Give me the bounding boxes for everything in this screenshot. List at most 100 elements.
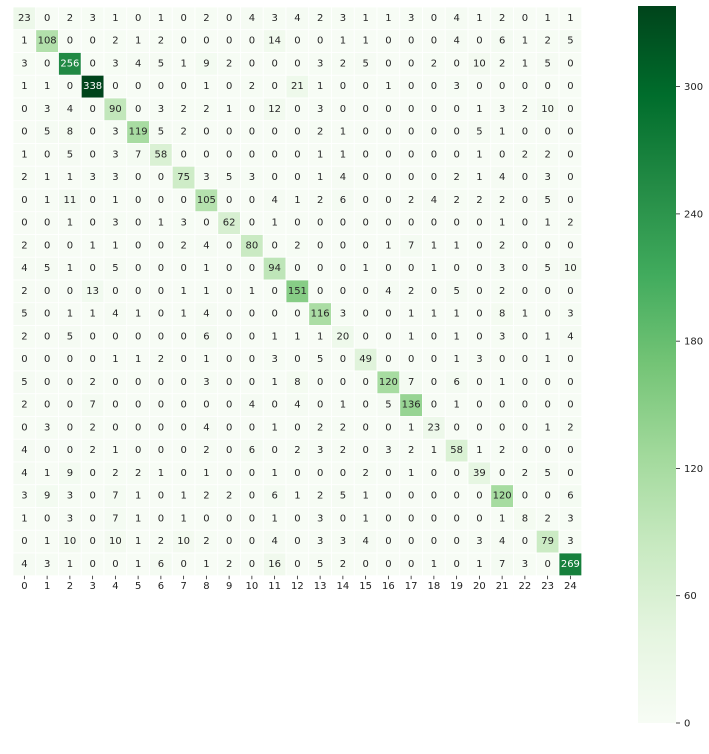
cell-value-label-r21-c14: 5	[340, 491, 346, 502]
cell-value-label-r22-c24: 3	[567, 513, 573, 524]
cell-value-label-r9-c8: 0	[203, 218, 209, 229]
cell-value-label-r11-c3: 0	[89, 263, 95, 274]
cell-value-label-r20-c12: 0	[294, 468, 300, 479]
cell-value-label-r18-c23: 1	[544, 422, 550, 433]
cell-value-label-r19-c8: 2	[203, 445, 209, 456]
cell-value-label-r16-c19: 6	[453, 377, 459, 388]
cell-value-label-r3-c8: 1	[203, 81, 209, 92]
cell-value-label-r19-c10: 6	[249, 445, 255, 456]
cell-value-label-r7-c20: 1	[476, 172, 482, 183]
cell-value-label-r6-c6: 58	[155, 149, 168, 160]
cell-value-label-r15-c16: 0	[385, 354, 391, 365]
cell-value-label-r7-c18: 0	[431, 172, 437, 183]
cell-value-label-r19-c1: 0	[44, 445, 50, 456]
cell-value-label-r22-c4: 7	[112, 513, 118, 524]
cell-value-label-r17-c12: 4	[294, 400, 300, 411]
x-tick-label-23: 23	[541, 581, 554, 592]
cell-value-label-r9-c21: 1	[499, 218, 505, 229]
cell-value-label-r7-c21: 4	[499, 172, 505, 183]
cell-value-label-r5-c8: 0	[203, 127, 209, 138]
cell-value-label-r6-c23: 2	[544, 149, 550, 160]
cell-value-label-r15-c17: 0	[408, 354, 414, 365]
cell-value-label-r6-c7: 0	[180, 149, 186, 160]
cell-value-label-r13-c3: 1	[89, 309, 95, 320]
cell-value-label-r7-c7: 75	[177, 172, 190, 183]
cell-value-label-r1-c17: 0	[408, 36, 414, 47]
cell-value-label-r21-c24: 6	[567, 491, 573, 502]
cell-value-label-r7-c4: 3	[112, 172, 118, 183]
cell-value-label-r12-c21: 2	[499, 286, 505, 297]
cell-value-label-r7-c8: 3	[203, 172, 209, 183]
cell-value-label-r11-c14: 0	[340, 263, 346, 274]
cell-value-label-r20-c13: 0	[317, 468, 323, 479]
cell-value-label-r5-c17: 0	[408, 127, 414, 138]
cell-value-label-r8-c22: 0	[522, 195, 528, 206]
cell-value-label-r13-c1: 0	[44, 309, 50, 320]
cell-value-label-r14-c15: 0	[362, 331, 368, 342]
cell-value-label-r24-c9: 2	[226, 559, 232, 570]
x-tick-label-15: 15	[359, 581, 372, 592]
x-tick-label-11: 11	[268, 581, 281, 592]
cell-value-label-r9-c1: 0	[44, 218, 50, 229]
cell-value-label-r13-c6: 0	[158, 309, 164, 320]
cell-value-label-r1-c21: 6	[499, 36, 505, 47]
cell-value-label-r3-c4: 0	[112, 81, 118, 92]
cell-value-label-r24-c0: 4	[21, 559, 27, 570]
cell-value-label-r2-c0: 3	[21, 58, 27, 69]
cell-value-label-r19-c14: 2	[340, 445, 346, 456]
cell-value-label-r19-c16: 3	[385, 445, 391, 456]
cell-value-label-r7-c14: 4	[340, 172, 346, 183]
cell-value-label-r12-c9: 0	[226, 286, 232, 297]
cell-value-label-r0-c4: 1	[112, 13, 118, 24]
cell-value-label-r19-c20: 1	[476, 445, 482, 456]
cell-value-label-r13-c2: 1	[67, 309, 73, 320]
cell-value-label-r23-c6: 2	[158, 536, 164, 547]
cell-value-label-r0-c15: 1	[362, 13, 368, 24]
cell-value-label-r15-c0: 0	[21, 354, 27, 365]
cell-value-label-r24-c11: 16	[268, 559, 281, 570]
cell-value-label-r7-c9: 5	[226, 172, 232, 183]
cell-value-label-r24-c18: 1	[431, 559, 437, 570]
cell-value-label-r15-c24: 0	[567, 354, 573, 365]
cell-value-label-r10-c13: 0	[317, 240, 323, 251]
cell-value-label-r24-c22: 3	[522, 559, 528, 570]
cell-value-label-r10-c12: 2	[294, 240, 300, 251]
cell-value-label-r23-c18: 0	[431, 536, 437, 547]
cell-value-label-r7-c23: 3	[544, 172, 550, 183]
cell-value-label-r18-c13: 2	[317, 422, 323, 433]
cell-value-label-r18-c9: 0	[226, 422, 232, 433]
cell-value-label-r18-c16: 0	[385, 422, 391, 433]
cell-value-label-r5-c4: 3	[112, 127, 118, 138]
cell-value-label-r17-c16: 5	[385, 400, 391, 411]
cell-value-label-r17-c9: 0	[226, 400, 232, 411]
cell-value-label-r16-c17: 7	[408, 377, 414, 388]
cell-value-label-r3-c3: 338	[83, 81, 102, 92]
cell-value-label-r8-c11: 4	[271, 195, 277, 206]
cell-value-label-r10-c24: 0	[567, 240, 573, 251]
cell-value-label-r20-c5: 2	[135, 468, 141, 479]
cell-value-label-r6-c14: 1	[340, 149, 346, 160]
cell-value-label-r7-c0: 2	[21, 172, 27, 183]
cell-value-label-r20-c1: 1	[44, 468, 50, 479]
cell-value-label-r16-c22: 0	[522, 377, 528, 388]
x-axis-ticks: 0 1 2 3 4 5 6 7 8 9 10 11 12 13 14 15 16 17 18 19 20 21 22 23 24	[21, 575, 577, 592]
cell-value-label-r5-c13: 2	[317, 127, 323, 138]
cell-value-label-r21-c22: 0	[522, 491, 528, 502]
x-tick-label-9: 9	[226, 581, 232, 592]
cell-value-label-r9-c9: 62	[223, 218, 236, 229]
cell-value-label-r24-c10: 0	[249, 559, 255, 570]
cell-value-label-r10-c23: 0	[544, 240, 550, 251]
x-tick-label-18: 18	[428, 581, 441, 592]
cell-value-label-r20-c20: 39	[473, 468, 486, 479]
cell-value-label-r11-c9: 0	[226, 263, 232, 274]
x-tick-label-19: 19	[450, 581, 463, 592]
cell-value-label-r22-c2: 3	[67, 513, 73, 524]
cell-value-label-r4-c15: 0	[362, 104, 368, 115]
cell-value-label-r10-c2: 0	[67, 240, 73, 251]
cell-value-label-r3-c11: 0	[271, 81, 277, 92]
cell-value-label-r1-c13: 0	[317, 36, 323, 47]
cell-value-label-r8-c6: 0	[158, 195, 164, 206]
cell-value-label-r18-c5: 0	[135, 422, 141, 433]
cell-value-label-r12-c11: 0	[271, 286, 277, 297]
cell-value-label-r14-c7: 0	[180, 331, 186, 342]
